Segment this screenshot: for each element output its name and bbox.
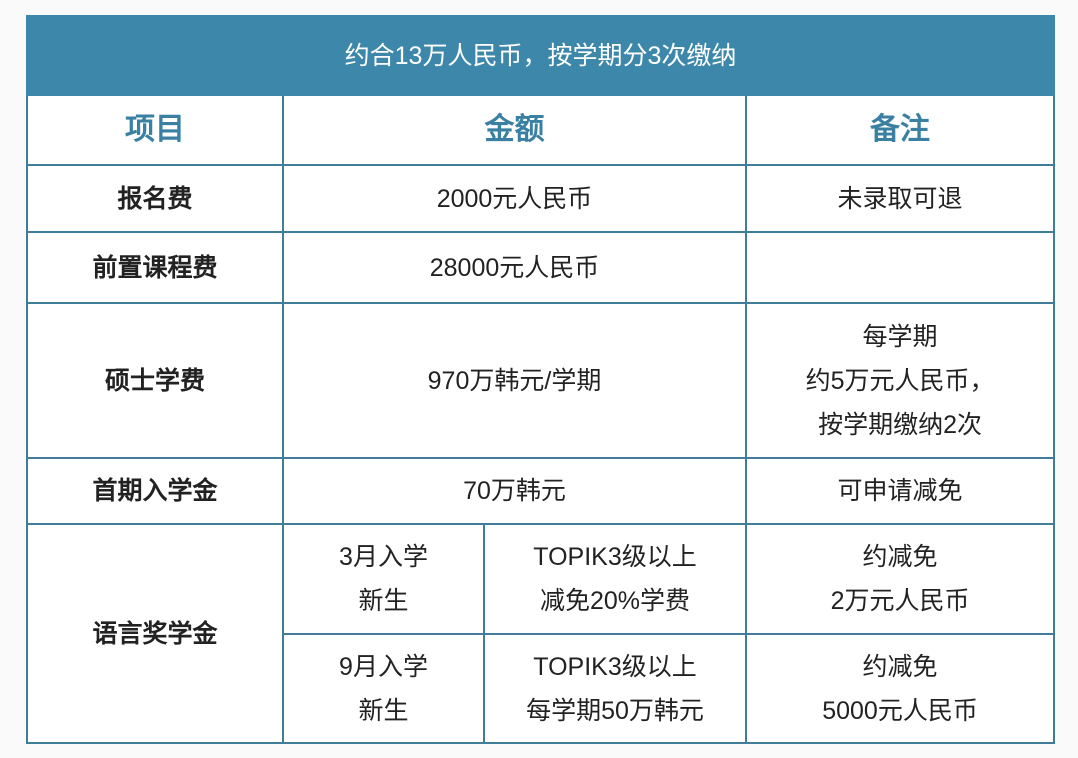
- table-row: 9月入学新生 TOPIK3级以上 每学期50万韩元 约减免 5000元人民币: [27, 633, 1056, 744]
- amount-cell: 70万韩元: [282, 457, 747, 525]
- note-line: 约5万元人民币，: [805, 366, 995, 395]
- header-amount: 金额: [282, 94, 747, 166]
- condition-line: TOPIK3级以上: [533, 543, 697, 571]
- amount-cell: 28000元人民币: [282, 231, 747, 304]
- amount-cell: 2000元人民币: [282, 164, 747, 233]
- condition-line: 减免20%学费: [539, 587, 691, 615]
- tuition-table: 约合13万人民币，按学期分3次缴纳 项目 金额 备注 报名费 2000元人民币 …: [25, 15, 1056, 744]
- header-item: 项目: [26, 94, 284, 166]
- intake-cell: 9月入学新生: [282, 633, 485, 744]
- condition-cell: TOPIK3级以上 减免20%学费: [483, 523, 747, 635]
- item-cell: 首期入学金: [26, 457, 284, 525]
- note-line: 2万元人民币: [830, 587, 970, 615]
- note-line: 按学期缴纳2次: [818, 410, 982, 439]
- note-cell: 约减免 5000元人民币: [744, 633, 1056, 744]
- table-row: 首期入学金 70万韩元 可申请减免: [26, 457, 1056, 525]
- item-cell: 语言奖学金: [26, 523, 284, 744]
- table-row: 语言奖学金 3月入学新生 TOPIK3级以上 减免20%学费 约减免 2万元人民币: [26, 523, 1056, 744]
- condition-line: TOPIK3级以上: [533, 652, 697, 681]
- amount-cell: 970万韩元/学期: [282, 302, 747, 459]
- intake-line: 3月入学: [339, 543, 428, 571]
- note-cell: 约减免 2万元人民币: [744, 523, 1056, 635]
- note-cell: 可申请减免: [744, 457, 1056, 525]
- note-line: 5000元人民币: [822, 696, 978, 725]
- intake-line: 新生: [358, 587, 409, 615]
- condition-cell: TOPIK3级以上 每学期50万韩元: [483, 633, 747, 744]
- item-cell: 前置课程费: [26, 231, 284, 304]
- item-cell: 硕士学费: [26, 302, 284, 459]
- intake-line: 新生: [358, 696, 409, 725]
- note-line: 每学期: [862, 322, 938, 351]
- header-note: 备注: [744, 94, 1056, 166]
- note-cell: [744, 231, 1056, 304]
- note-cell: 每学期 约5万元人民币， 按学期缴纳2次: [744, 302, 1056, 459]
- intake-line: 9月入学: [339, 652, 428, 681]
- table-row: 报名费 2000元人民币 未录取可退: [26, 164, 1056, 233]
- note-cell: 未录取可退: [744, 164, 1056, 233]
- note-line: 约减免: [862, 652, 938, 681]
- table-row: 硕士学费 970万韩元/学期 每学期 约5万元人民币， 按学期缴纳2次: [26, 302, 1056, 459]
- condition-line: 每学期50万韩元: [526, 696, 704, 725]
- item-cell: 报名费: [26, 164, 284, 233]
- table-row: 前置课程费 28000元人民币: [26, 231, 1056, 304]
- intake-cell: 3月入学新生: [282, 523, 485, 635]
- table-title: 约合13万人民币，按学期分3次缴纳: [25, 15, 1056, 96]
- note-line: 约减免: [862, 543, 938, 571]
